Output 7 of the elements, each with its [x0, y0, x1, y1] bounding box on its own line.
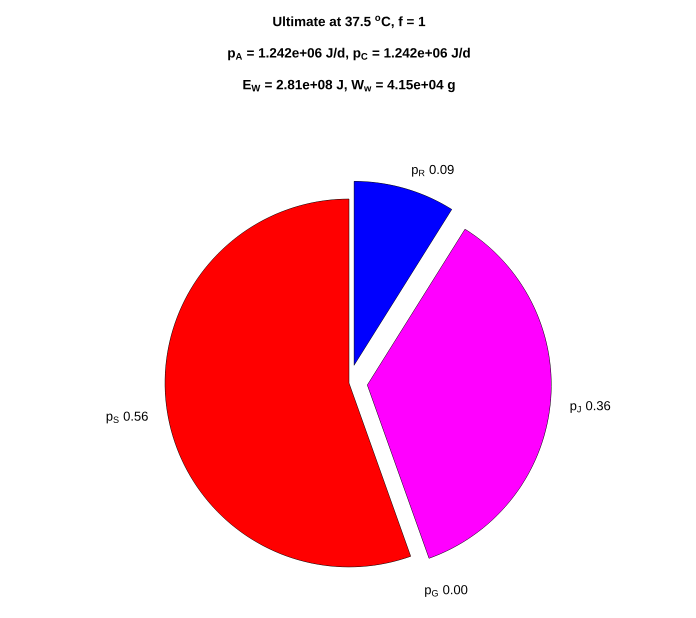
text: E$_{W}$ = 2.81e+08 J, W$_{w}$ = 4.15e+04 g — [243, 80, 455, 92]
chart-title: Ultimate at 37.5 $^{o}$C, f = 1 — [273, 16, 426, 28]
slice-label: p$_{R}$ 0.09 — [412, 164, 454, 177]
chart-subtitle: p$_{A}$ = 1.242e+06 J/d, p$_{C}$ = 1.242e+06 J/d — [228, 48, 470, 60]
slice-label: p$_{S}$ 0.56 — [106, 412, 148, 424]
category-label: p$_{G}$ 0.00 — [425, 585, 468, 597]
slice-label: p$_{J}$ 0.36 — [570, 401, 610, 413]
